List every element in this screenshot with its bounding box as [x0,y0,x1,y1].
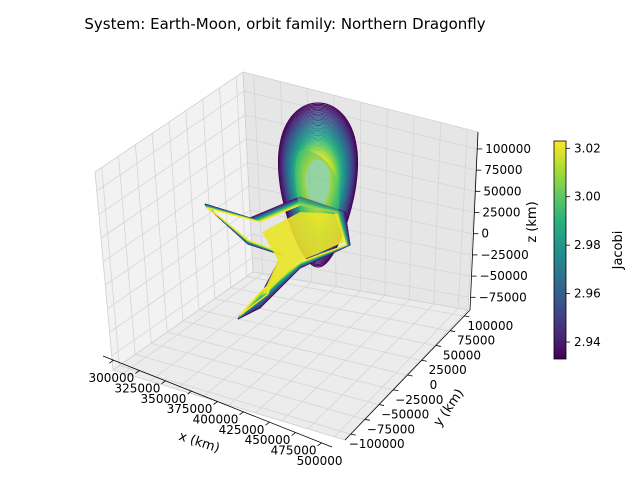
x-tick-label: 325000 [115,381,161,395]
grid-y-floor [198,309,421,361]
grid-y-left [134,144,152,344]
grid-z-left [111,257,253,357]
x-tick-label: 450000 [245,433,291,447]
x-tick [265,421,270,426]
grid-z-back [243,90,478,150]
y-tick [421,359,427,362]
grid-z-left [100,138,247,239]
grid-y-floor [166,331,393,391]
colorbar-tick-label: 3.00 [574,190,601,204]
grid-x-back [384,108,388,296]
grid-z-left [107,209,251,310]
x-tick [317,442,322,447]
colorbar-tick-label: 2.94 [574,335,601,349]
z-tick-label: 75000 [484,163,522,177]
y-tick [435,345,441,347]
grid-z-left [102,162,248,262]
x-tick-label: 300000 [89,371,135,385]
colorbar-gradient [553,140,567,360]
z-axis-line [469,131,479,311]
x-tick [213,401,218,405]
grid-y-left [151,133,168,333]
grid-y-left [202,99,216,299]
x-tick-label: 500000 [297,454,343,468]
orbit-upper-loop [277,102,359,268]
y-tick-label: 0 [430,378,438,392]
z-tick-label: 25000 [482,206,520,220]
y-tick [393,389,399,392]
colorbar-ticks: 2.94 2.96 2.98 3.00 3.02 [566,141,601,349]
grid-z-left [109,233,252,333]
z-tick-label: 0 [481,227,489,241]
grid-z-left [105,185,249,286]
y-tick-label: −50000 [381,408,429,422]
grid-x-back [457,129,468,309]
y-axis: −100000−75000−50000−25000025000500007500… [344,309,513,451]
grid-z-left [96,90,245,192]
grid-y-floor [135,354,365,420]
orbit-lobe-fill [295,150,340,214]
z-tick-label: −75000 [479,290,527,304]
colorbar-label: Jacobi [611,231,626,271]
colorbar-tick-label: 2.96 [574,287,601,301]
x-axis: 3000003250003500003750004000004250004500… [89,355,343,468]
x-tick [239,411,244,416]
grid-y-floor [119,365,351,435]
grid-z-left [98,114,246,215]
x-tick-label: 375000 [167,402,213,416]
z-tick-label: −50000 [480,269,528,283]
x-tick-label: 350000 [141,392,187,406]
z-axis-label: z (km) [525,201,540,242]
grid-x-back [408,115,415,300]
y-tick-label: 25000 [429,363,467,377]
grid-y-left [219,87,232,288]
colorbar-tick-label: 3.02 [574,141,601,155]
x-tick-label: 400000 [193,413,239,427]
colorbar: 2.94 2.96 2.98 3.00 3.02 Jacobi [553,140,626,360]
grid-z-back [245,114,476,171]
x-tick [291,432,296,436]
orbit-surface [204,102,359,320]
grid-y-left [118,156,136,355]
y-tick [364,418,370,421]
x-axis-label: x (km) [177,429,222,456]
y-tick [407,374,413,377]
grid-x-back [433,122,442,304]
z-tick-label: 100000 [485,142,531,156]
orbit-core-fill [262,212,344,296]
grid-y-left [101,167,120,366]
grid-y-floor [151,342,379,405]
z-tick-label: 50000 [483,184,521,198]
z-axis: −75000 −50000 −25000 0 25000 50000 75000 100000 [469,131,531,311]
y-tick [464,315,470,318]
chart-title: System: Earth-Moon, orbit family: Northe… [84,15,485,33]
grid-z-back [249,209,472,256]
x-tick-label: 425000 [219,423,265,437]
colorbar-tick-label: 2.98 [574,238,601,252]
y-tick-label: 75000 [457,334,495,348]
y-tick-label: −75000 [367,422,415,436]
y-tick-label: −100000 [349,437,405,451]
y-tick-label: −25000 [395,393,443,407]
y-tick [450,330,456,333]
y-tick-label: 50000 [443,348,481,362]
x-tick [187,390,192,395]
grid-y-floor [182,320,407,376]
x-tick [109,359,114,364]
grid-y-left [185,110,200,310]
y-tick [379,404,385,406]
x-tick [135,370,140,374]
floor-pane [112,271,469,441]
grid-y-left [168,121,184,322]
y-tick [350,433,356,436]
x-tick [161,380,166,385]
z-tick-label: −25000 [480,248,528,262]
y-tick-label: 100000 [467,319,513,333]
x-tick-label: 475000 [271,444,317,458]
grid-y-left [235,76,248,277]
grid-x-back [253,74,264,274]
orbit-upper-loop [282,111,354,259]
